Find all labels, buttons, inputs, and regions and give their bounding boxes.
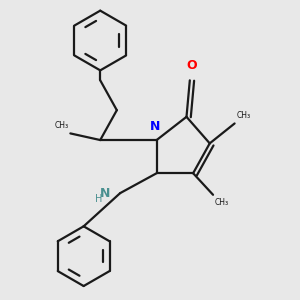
Text: CH₃: CH₃ [236, 111, 250, 120]
Text: H: H [94, 194, 102, 204]
Text: N: N [150, 120, 160, 134]
Text: N: N [100, 187, 110, 200]
Text: CH₃: CH₃ [215, 198, 229, 207]
Text: CH₃: CH₃ [55, 121, 69, 130]
Text: O: O [186, 59, 197, 72]
